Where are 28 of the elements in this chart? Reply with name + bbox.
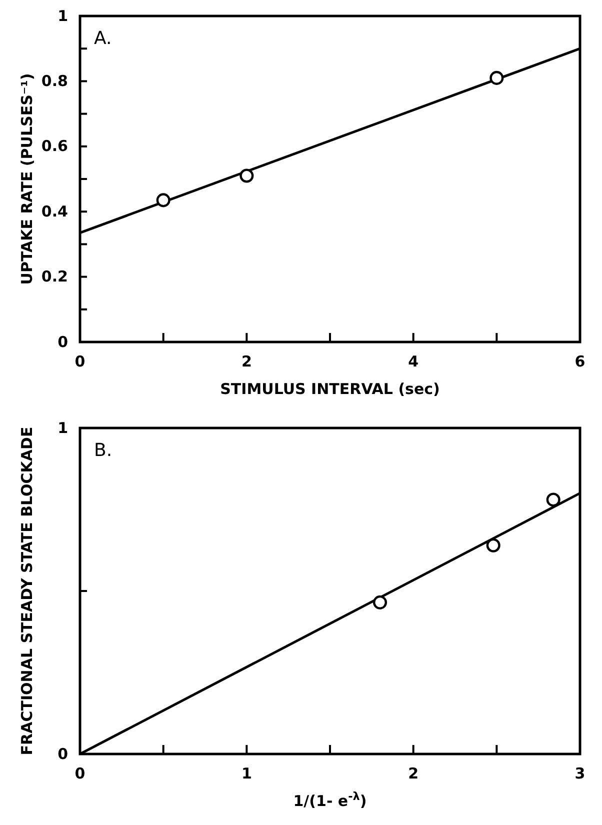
x-tick-label: 6 xyxy=(574,352,586,371)
point xyxy=(490,70,504,85)
y-axis-title: UPTAKE RATE (PULSES⁻¹) xyxy=(18,73,36,285)
x-tick-label: 2 xyxy=(241,352,252,371)
annotation: A. xyxy=(94,28,112,49)
x-tick-label: 2 xyxy=(408,764,419,783)
y-tick-label: 1 xyxy=(58,6,68,25)
x-tick-label: 3 xyxy=(574,764,586,783)
y-tick-label: 0 xyxy=(58,332,68,351)
x-tick-label: 0 xyxy=(74,352,86,371)
y-tick-label: 0.4 xyxy=(41,202,68,220)
x-tick-label: 4 xyxy=(408,352,419,371)
point xyxy=(546,492,560,507)
x-axis-title: STIMULUS INTERVAL (sec) xyxy=(220,380,440,398)
point xyxy=(240,168,254,183)
point xyxy=(156,193,170,208)
y-tick-label: 0.6 xyxy=(41,137,68,156)
point xyxy=(486,538,500,552)
x-tick-label: 0 xyxy=(74,764,86,783)
y-tick-label: 1 xyxy=(58,418,68,437)
y-axis-title: FRACTIONAL STEADY STATE BLOCKADE xyxy=(18,426,36,756)
point xyxy=(372,595,388,610)
annotation: B. xyxy=(94,440,112,461)
x-axis-title: 1/(1- e$^{-λ}$) xyxy=(293,790,367,810)
y-tick-label: 0.8 xyxy=(41,72,68,90)
y-tick-label: 0.2 xyxy=(41,268,68,286)
y-tick-label: 0 xyxy=(58,744,68,763)
x-tick-label: 1 xyxy=(241,764,252,783)
